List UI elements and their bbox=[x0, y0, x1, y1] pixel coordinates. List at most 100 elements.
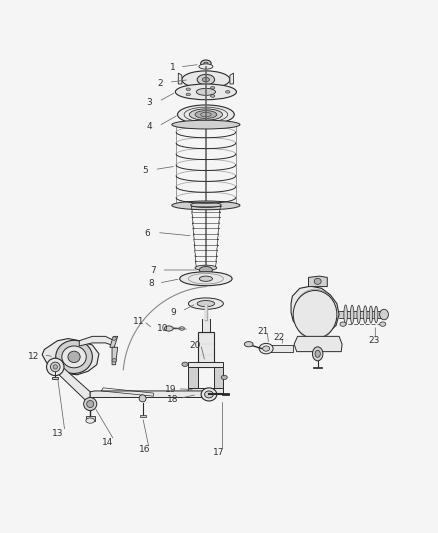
Ellipse shape bbox=[221, 375, 227, 379]
Text: 10: 10 bbox=[156, 324, 168, 333]
Ellipse shape bbox=[197, 301, 215, 306]
Polygon shape bbox=[112, 348, 118, 365]
Polygon shape bbox=[313, 367, 322, 368]
Polygon shape bbox=[294, 336, 342, 352]
Polygon shape bbox=[230, 73, 233, 84]
Polygon shape bbox=[198, 332, 214, 367]
Polygon shape bbox=[42, 338, 99, 375]
Polygon shape bbox=[188, 362, 223, 367]
Ellipse shape bbox=[189, 109, 223, 120]
Ellipse shape bbox=[177, 105, 234, 124]
Ellipse shape bbox=[202, 77, 209, 82]
Text: 2: 2 bbox=[157, 79, 163, 87]
Text: 9: 9 bbox=[170, 308, 176, 317]
Text: 19: 19 bbox=[165, 385, 177, 394]
Ellipse shape bbox=[180, 272, 232, 286]
Text: 11: 11 bbox=[132, 318, 144, 326]
Ellipse shape bbox=[205, 391, 213, 398]
Text: 6: 6 bbox=[144, 229, 150, 238]
Ellipse shape bbox=[112, 337, 117, 340]
Ellipse shape bbox=[364, 306, 367, 324]
Ellipse shape bbox=[191, 203, 221, 207]
Ellipse shape bbox=[204, 62, 208, 65]
Ellipse shape bbox=[179, 327, 184, 330]
Ellipse shape bbox=[195, 111, 217, 118]
Ellipse shape bbox=[197, 75, 215, 85]
Polygon shape bbox=[188, 367, 198, 388]
Ellipse shape bbox=[50, 362, 60, 372]
Polygon shape bbox=[53, 362, 90, 400]
Ellipse shape bbox=[62, 346, 86, 368]
Ellipse shape bbox=[263, 346, 270, 351]
Ellipse shape bbox=[139, 395, 146, 402]
Ellipse shape bbox=[340, 322, 346, 326]
Ellipse shape bbox=[68, 351, 80, 362]
Polygon shape bbox=[86, 416, 95, 421]
Polygon shape bbox=[110, 336, 118, 348]
Ellipse shape bbox=[46, 358, 64, 376]
Ellipse shape bbox=[211, 95, 215, 98]
Ellipse shape bbox=[164, 326, 173, 331]
Ellipse shape bbox=[226, 91, 230, 93]
Ellipse shape bbox=[87, 400, 94, 408]
Ellipse shape bbox=[344, 305, 347, 324]
Ellipse shape bbox=[369, 306, 373, 323]
Ellipse shape bbox=[314, 278, 321, 285]
Polygon shape bbox=[178, 73, 182, 84]
Text: 23: 23 bbox=[368, 336, 380, 345]
Ellipse shape bbox=[186, 93, 191, 96]
Ellipse shape bbox=[380, 309, 389, 320]
Polygon shape bbox=[262, 345, 293, 352]
Polygon shape bbox=[308, 276, 327, 287]
Ellipse shape bbox=[312, 347, 323, 361]
Ellipse shape bbox=[188, 298, 223, 309]
Ellipse shape bbox=[196, 88, 215, 95]
Text: 14: 14 bbox=[102, 438, 113, 447]
Polygon shape bbox=[90, 389, 210, 398]
Polygon shape bbox=[140, 415, 146, 417]
Ellipse shape bbox=[374, 306, 378, 323]
Ellipse shape bbox=[201, 388, 217, 401]
Ellipse shape bbox=[182, 362, 188, 367]
Text: 4: 4 bbox=[146, 122, 152, 131]
Text: 18: 18 bbox=[167, 395, 179, 404]
Polygon shape bbox=[291, 286, 339, 335]
Ellipse shape bbox=[315, 350, 320, 357]
Text: 13: 13 bbox=[52, 429, 63, 438]
Ellipse shape bbox=[175, 84, 237, 100]
Text: 17: 17 bbox=[213, 448, 225, 457]
Ellipse shape bbox=[357, 305, 360, 324]
Ellipse shape bbox=[182, 71, 230, 88]
Text: 7: 7 bbox=[151, 266, 156, 276]
Ellipse shape bbox=[84, 398, 97, 410]
Ellipse shape bbox=[86, 418, 95, 423]
Ellipse shape bbox=[201, 60, 211, 67]
Text: 8: 8 bbox=[148, 279, 154, 288]
Polygon shape bbox=[52, 376, 58, 379]
Ellipse shape bbox=[350, 305, 354, 324]
Text: 22: 22 bbox=[274, 333, 285, 342]
Text: 5: 5 bbox=[142, 166, 148, 175]
Ellipse shape bbox=[186, 88, 191, 91]
Text: 21: 21 bbox=[257, 327, 268, 336]
Text: 12: 12 bbox=[28, 351, 39, 360]
Ellipse shape bbox=[199, 276, 212, 281]
Ellipse shape bbox=[211, 86, 215, 89]
Text: 3: 3 bbox=[146, 98, 152, 107]
Text: 20: 20 bbox=[189, 341, 201, 350]
Ellipse shape bbox=[56, 340, 92, 374]
Ellipse shape bbox=[244, 342, 253, 347]
Text: 1: 1 bbox=[170, 63, 176, 72]
Polygon shape bbox=[214, 367, 223, 388]
Ellipse shape bbox=[380, 322, 386, 326]
Ellipse shape bbox=[259, 343, 273, 354]
Ellipse shape bbox=[199, 266, 212, 273]
Ellipse shape bbox=[293, 290, 337, 338]
Text: 16: 16 bbox=[139, 446, 151, 454]
Polygon shape bbox=[188, 388, 223, 393]
Ellipse shape bbox=[195, 265, 217, 270]
Ellipse shape bbox=[172, 201, 240, 210]
Ellipse shape bbox=[53, 365, 57, 369]
Polygon shape bbox=[79, 336, 114, 346]
Ellipse shape bbox=[112, 359, 117, 362]
